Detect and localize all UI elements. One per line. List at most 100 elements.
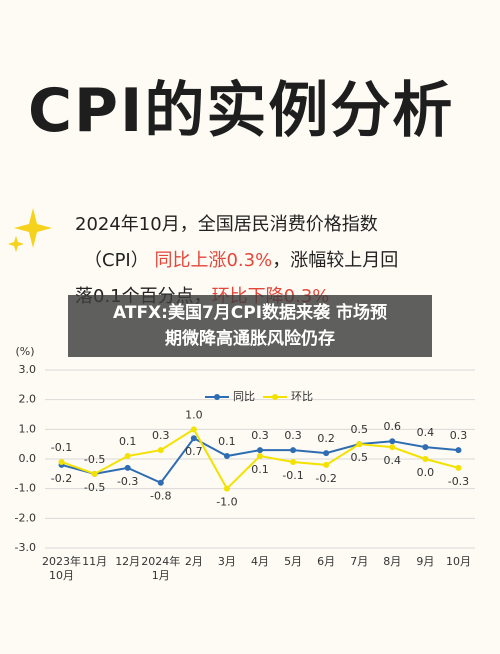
data-label: -0.3 xyxy=(117,475,138,488)
point xyxy=(323,450,330,457)
x-tick-label-line: 6月 xyxy=(317,555,335,568)
data-label: 0.4 xyxy=(417,426,435,439)
x-tick-label: 9月 xyxy=(416,555,434,568)
point xyxy=(455,464,462,471)
x-tick-label-line: 9月 xyxy=(416,555,434,568)
banner-line: 期微降高通胀风险仍存 xyxy=(165,329,335,349)
point xyxy=(389,438,396,445)
x-tick-label-line: 10月 xyxy=(446,555,471,568)
data-label: 0.3 xyxy=(450,429,468,442)
point xyxy=(257,453,263,460)
data-label: 0.4 xyxy=(384,454,402,467)
x-tick-label: 6月 xyxy=(317,555,335,568)
data-label: 0.3 xyxy=(284,429,302,442)
x-tick-label-line: 2023年 xyxy=(42,554,81,568)
data-label: -0.8 xyxy=(150,490,171,503)
point xyxy=(422,444,429,451)
point xyxy=(356,441,363,448)
data-label: 0.1 xyxy=(119,435,137,448)
x-tick-label: 4月 xyxy=(251,555,269,568)
point xyxy=(91,470,98,477)
legend-marker xyxy=(214,394,220,400)
data-label: 0.3 xyxy=(251,429,269,442)
legend-marker xyxy=(272,394,278,400)
data-label: 0.0 xyxy=(417,466,435,479)
point xyxy=(58,458,65,465)
data-label: 0.7 xyxy=(185,445,203,458)
data-label: -0.1 xyxy=(282,469,303,482)
point xyxy=(290,458,297,465)
x-tick-label-line: 12月 xyxy=(115,555,140,568)
x-tick-label-line: 3月 xyxy=(218,555,236,568)
summary-line: （CPI） 同比上涨0.3%，涨幅较上月回 xyxy=(84,246,398,272)
sparkle xyxy=(14,208,52,248)
point xyxy=(422,456,429,462)
point xyxy=(223,485,230,492)
summary-line: 2024年10月，全国居民消费价格指数 xyxy=(75,210,378,236)
point xyxy=(190,435,197,442)
point xyxy=(190,426,197,433)
data-label: 0.1 xyxy=(251,463,269,476)
x-tick-label: 2月 xyxy=(185,555,203,568)
data-label: 0.5 xyxy=(350,451,368,464)
point xyxy=(455,447,462,454)
x-tick-label: 5月 xyxy=(284,555,302,568)
y-tick-label: 1.0 xyxy=(19,422,37,435)
x-tick-label-line: 2024年 xyxy=(141,554,180,568)
data-label: 1.0 xyxy=(185,408,203,421)
data-label: -0.1 xyxy=(51,441,72,454)
y-tick-label: 0.0 xyxy=(19,452,37,465)
data-label: 0.6 xyxy=(384,420,402,433)
data-label: 0.2 xyxy=(317,432,335,445)
x-tick-label-line: 2月 xyxy=(185,555,203,568)
sparkle xyxy=(8,236,24,252)
point xyxy=(157,479,164,486)
point xyxy=(124,464,131,471)
point xyxy=(257,447,263,454)
point xyxy=(157,447,164,454)
y-tick-label: 3.0 xyxy=(19,363,37,376)
data-label: -0.3 xyxy=(448,475,469,488)
text: 2024年10月，全国居民消费价格指数 xyxy=(75,214,378,235)
point xyxy=(389,444,396,451)
data-label: 0.1 xyxy=(218,435,236,448)
point xyxy=(323,461,330,468)
x-tick-label: 2024年 1月 xyxy=(141,554,180,582)
text: （CPI） xyxy=(84,250,149,271)
y-tick-label: -2.0 xyxy=(15,511,36,524)
point xyxy=(290,447,297,454)
data-label: -0.2 xyxy=(315,472,336,485)
y-tick-label: -1.0 xyxy=(15,482,36,495)
data-label: -0.2 xyxy=(51,472,72,485)
point xyxy=(124,453,131,460)
data-label: -0.5 xyxy=(84,453,105,466)
x-tick-label-line: 7月 xyxy=(350,555,368,568)
x-tick-label: 8月 xyxy=(383,555,401,568)
text: ，涨幅较上月回 xyxy=(272,250,399,271)
data-label: -1.0 xyxy=(216,496,237,509)
point xyxy=(223,453,230,460)
x-tick-label: 11月 xyxy=(82,555,107,568)
x-tick-label-line: 8月 xyxy=(383,555,401,568)
x-tick-label-line: 10月 xyxy=(49,569,74,582)
x-tick-label: 10月 xyxy=(446,555,471,568)
x-tick-label: 2023年 10月 xyxy=(42,554,81,582)
legend-label: 环比 xyxy=(291,390,313,403)
y-tick-label: -3.0 xyxy=(15,541,36,554)
data-label: 0.5 xyxy=(350,423,368,436)
highlight: 同比上涨0.3% xyxy=(154,250,273,271)
title: CPI的实例分析 xyxy=(28,76,455,146)
y-unit: (%) xyxy=(15,345,34,358)
x-tick-label: 7月 xyxy=(350,555,368,568)
data-label: -0.5 xyxy=(84,481,105,494)
x-tick-label-line: 5月 xyxy=(284,555,302,568)
x-tick-label-line: 11月 xyxy=(82,555,107,568)
x-tick-label: 3月 xyxy=(218,555,236,568)
data-label: 0.3 xyxy=(152,429,170,442)
banner: ATFX:美国7月CPI数据来袭 市场预 期微降高通胀风险仍存 xyxy=(68,295,432,357)
x-tick-label-line: 4月 xyxy=(251,555,269,568)
legend-label: 同比 xyxy=(233,390,255,403)
x-tick-label-line: 1月 xyxy=(152,569,170,582)
